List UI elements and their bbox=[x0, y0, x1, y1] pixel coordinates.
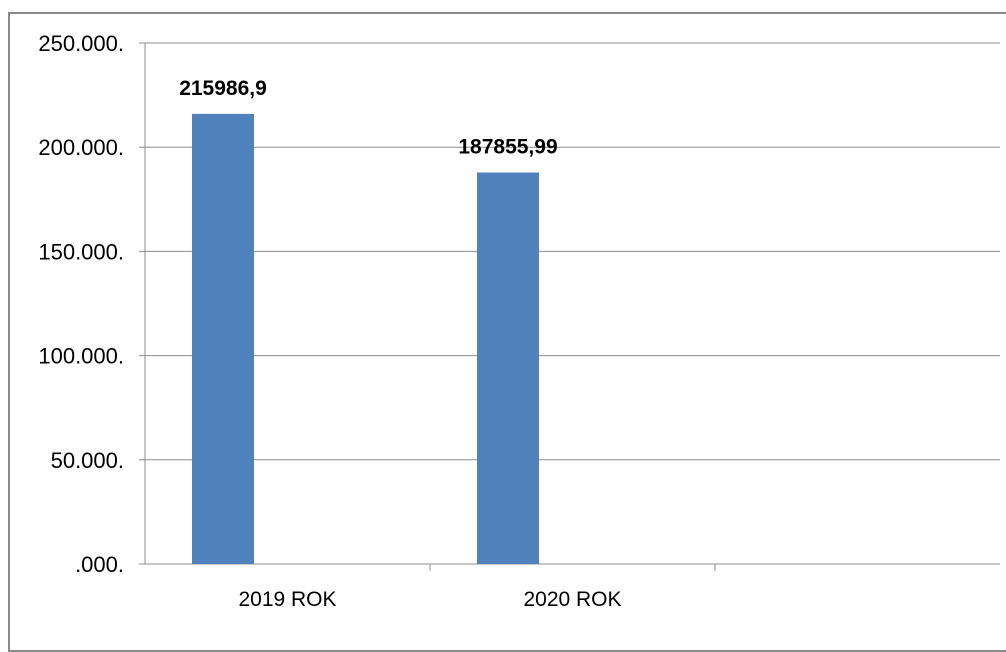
y-tick-label: 50.000. bbox=[51, 448, 124, 473]
bar-chart: .000. 50.000. 100.000. 150.000. 200.000. 250.… bbox=[38, 31, 1000, 611]
y-tick-label: 100.000. bbox=[38, 344, 124, 369]
data-label: 215986,9 bbox=[179, 77, 267, 100]
y-tick-label: .000. bbox=[75, 552, 124, 577]
y-tick-label: 150.000. bbox=[38, 239, 124, 264]
bar bbox=[192, 113, 254, 564]
x-tick-label: 2019 ROK bbox=[238, 588, 336, 611]
x-tick-label: 2020 ROK bbox=[523, 588, 621, 611]
bar bbox=[477, 172, 539, 564]
y-tick-label: 250.000. bbox=[38, 31, 124, 56]
data-label: 187855,99 bbox=[458, 136, 557, 159]
y-tick-label: 200.000. bbox=[38, 135, 124, 160]
